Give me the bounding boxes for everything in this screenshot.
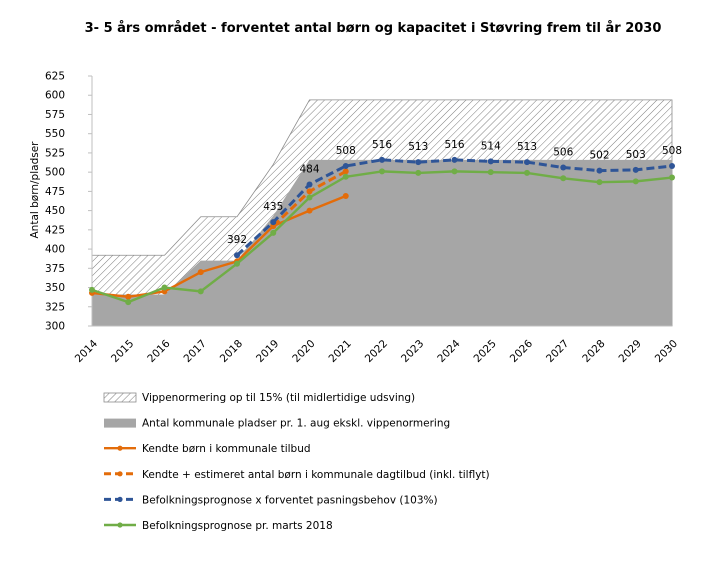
legend-label: Antal kommunale pladser pr. 1. aug ekskl… — [142, 418, 450, 430]
y-tick-label: 575 — [45, 109, 65, 121]
series-point-2 — [415, 159, 422, 166]
series-point-0 — [197, 269, 204, 276]
data-label: 506 — [553, 147, 573, 159]
series-point-2 — [560, 164, 567, 171]
x-tick-label: 2021 — [326, 338, 353, 365]
series-point-2 — [270, 219, 277, 226]
x-tick-label: 2023 — [399, 338, 426, 365]
legend-label: Kendte børn i kommunale tilbud — [142, 443, 311, 455]
series-point-2 — [669, 163, 675, 169]
data-label: 508 — [662, 145, 682, 157]
series-point-2 — [234, 252, 240, 259]
series-point-3 — [125, 299, 132, 306]
x-tick-label: 2019 — [254, 338, 281, 365]
y-tick-label: 350 — [45, 282, 65, 294]
series-point-2 — [524, 159, 530, 166]
data-label: 516 — [372, 139, 392, 151]
legend-label: Befolkningsprognose pr. marts 2018 — [142, 520, 333, 532]
legend-label: Vippenormering op til 15% (til midlertid… — [142, 392, 415, 404]
series-point-3 — [451, 168, 458, 175]
series-point-3 — [234, 260, 240, 267]
x-tick-label: 2022 — [363, 338, 390, 365]
x-tick-label: 2028 — [580, 338, 607, 365]
x-tick-label: 2025 — [471, 338, 498, 365]
data-label: 392 — [227, 234, 247, 246]
x-tick-label: 2020 — [290, 338, 317, 365]
y-tick-label: 400 — [45, 244, 65, 256]
series-point-3 — [270, 229, 277, 236]
series-point-3 — [415, 169, 422, 176]
y-tick-label: 425 — [45, 224, 65, 236]
x-tick-label: 2016 — [145, 337, 173, 365]
x-tick-label: 2030 — [653, 338, 680, 365]
data-label: 513 — [408, 141, 428, 153]
y-tick-label: 300 — [45, 321, 65, 333]
y-tick-label: 500 — [45, 167, 65, 179]
series-point-2 — [632, 166, 639, 173]
series-point-3 — [379, 168, 385, 175]
x-tick-label: 2024 — [435, 337, 463, 365]
legend-swatch — [103, 392, 137, 403]
series-point-3 — [524, 169, 530, 176]
series-point-3 — [306, 194, 313, 201]
y-tick-label: 450 — [45, 205, 65, 217]
x-tick-label: 2015 — [109, 338, 136, 365]
series-point-1 — [306, 188, 313, 195]
legend-label: Kendte + estimeret antal børn i kommunal… — [142, 469, 490, 481]
data-label: 484 — [299, 163, 319, 175]
legend: Vippenormering op til 15% (til midlertid… — [103, 392, 490, 532]
x-tick-label: 2026 — [508, 337, 536, 365]
data-label: 516 — [444, 139, 464, 151]
series-point-3 — [161, 284, 168, 291]
x-tick-label: 2014 — [73, 337, 101, 365]
area-kommunale-pladser — [92, 159, 672, 326]
y-tick-label: 600 — [45, 90, 65, 102]
series-point-3 — [596, 179, 603, 186]
series-point-3 — [560, 175, 567, 182]
series-point-3 — [632, 178, 639, 185]
data-label: 503 — [626, 149, 646, 161]
legend-marker — [117, 496, 123, 502]
series-point-3 — [197, 288, 204, 295]
series-point-2 — [487, 158, 494, 165]
series-point-1 — [342, 168, 349, 175]
series-point-3 — [669, 174, 675, 181]
series-point-0 — [306, 207, 313, 214]
series-point-3 — [89, 286, 95, 293]
series-point-3 — [487, 169, 494, 176]
x-tick-label: 2018 — [218, 338, 245, 365]
series-point-0 — [342, 193, 349, 199]
x-tick-label: 2017 — [181, 338, 208, 365]
data-label: 435 — [263, 201, 283, 213]
legend-marker — [117, 445, 123, 451]
x-tick-label: 2027 — [544, 338, 571, 365]
y-tick-label: 475 — [45, 186, 65, 198]
legend-label: Befolkningsprognose x forventet pasnings… — [142, 494, 438, 506]
data-label: 502 — [589, 150, 609, 162]
data-label: 514 — [481, 140, 501, 152]
series-point-2 — [306, 181, 313, 188]
chart-title: 3- 5 års området - forventet antal børn … — [85, 21, 662, 36]
legend-marker — [117, 522, 123, 528]
data-label: 513 — [517, 141, 537, 153]
series-point-3 — [342, 173, 349, 180]
y-tick-label: 625 — [45, 71, 65, 83]
legend-swatch — [104, 418, 136, 428]
y-tick-label: 325 — [45, 301, 65, 313]
series-point-2 — [596, 167, 603, 174]
series-point-2 — [451, 156, 458, 163]
series-line-0 — [91, 194, 347, 298]
legend-marker — [117, 471, 123, 477]
y-axis-label: Antal børn/pladser — [29, 141, 41, 239]
y-tick-label: 550 — [45, 128, 65, 140]
y-tick-label: 525 — [45, 147, 65, 159]
data-label: 508 — [336, 145, 356, 157]
y-tick-label: 375 — [45, 263, 65, 275]
series-point-2 — [379, 156, 385, 163]
x-tick-label: 2029 — [616, 338, 643, 365]
series-point-0 — [125, 293, 132, 300]
series-point-2 — [342, 163, 349, 169]
plot-area: 300 325 350 375 400 425 450 475 500 525 550 575 600 6… — [45, 71, 682, 366]
